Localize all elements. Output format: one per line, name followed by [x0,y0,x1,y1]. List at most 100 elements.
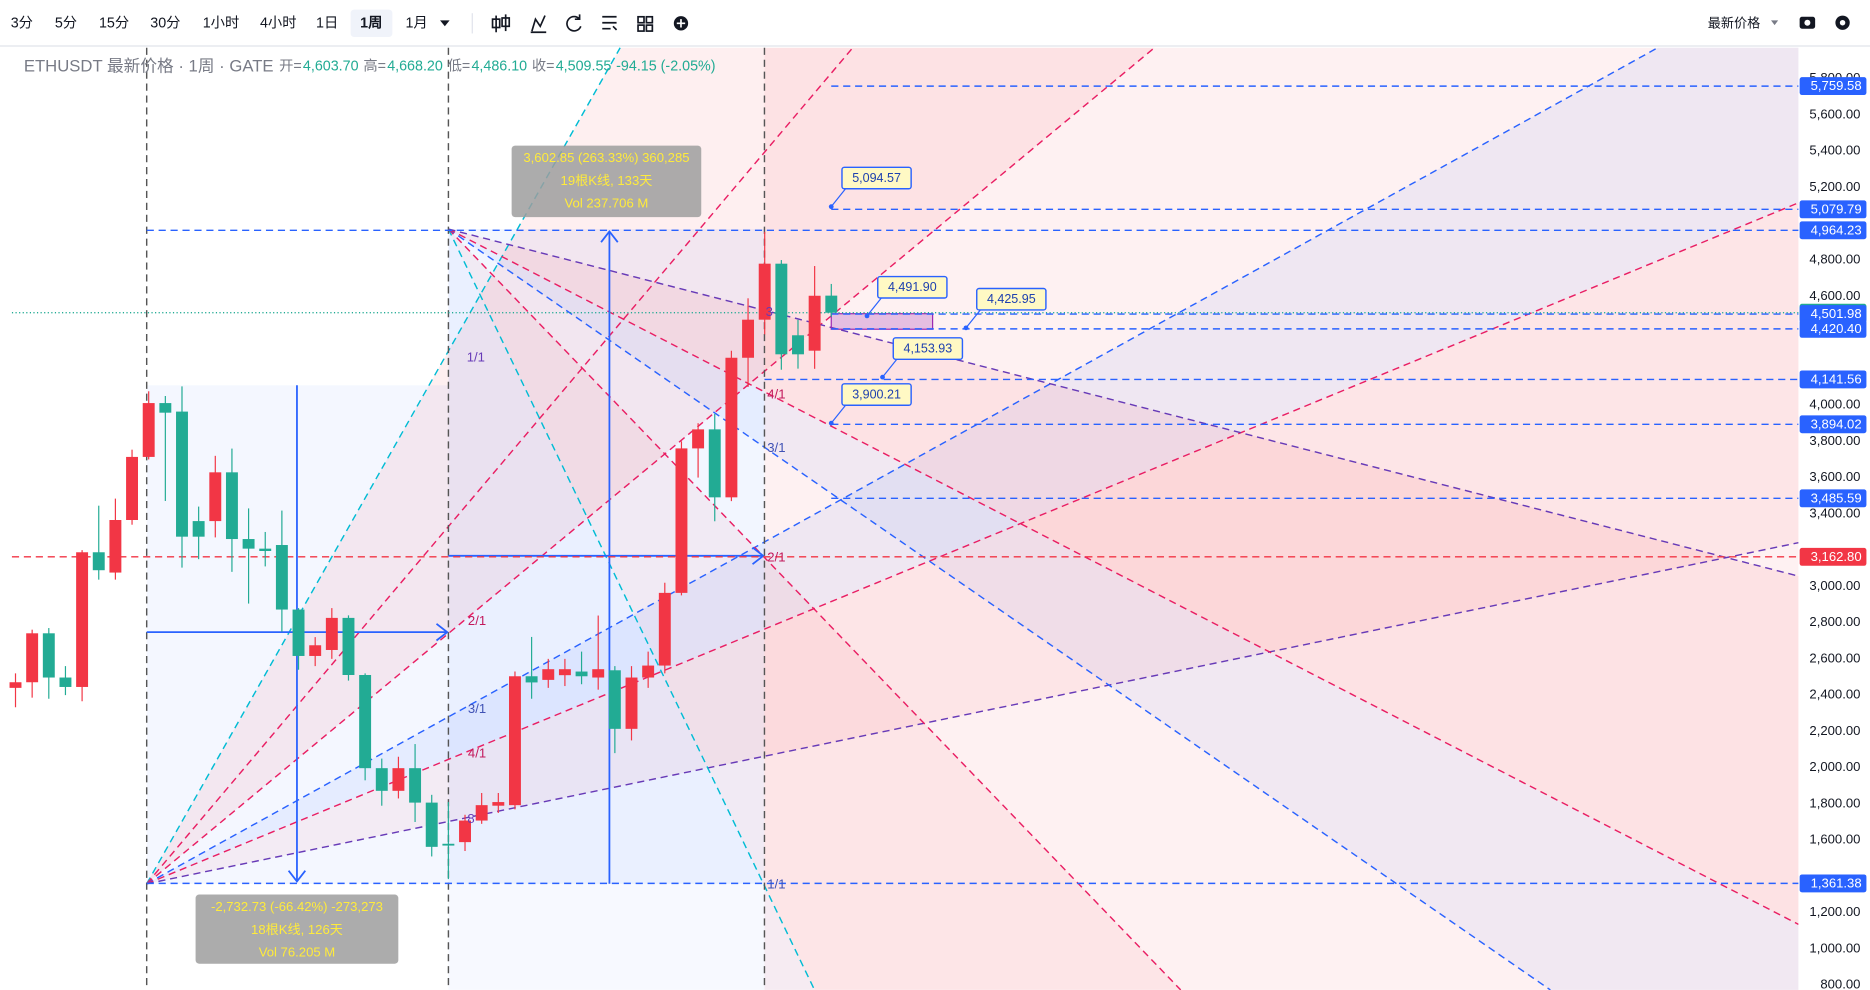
candle-body [825,295,838,313]
price-tag [1799,874,1867,893]
fan-label: 3/1 [767,440,785,455]
price-tag [1799,489,1867,508]
interval-button[interactable]: 30分 [150,15,180,32]
y-tick-label: 2,200.00 [1809,723,1860,738]
candle-body [59,677,72,687]
candle-body [192,521,205,537]
candle-body [325,617,338,650]
measure-text: Vol 237.706 M [565,195,649,210]
add-icon[interactable] [673,16,689,31]
fan-line [448,228,1799,577]
callout-point [880,374,885,380]
y-tick-label: 3,000.00 [1809,578,1860,593]
interval-button[interactable]: 1日 [316,16,338,32]
y-tick-label: 5,600.00 [1809,106,1860,121]
interval-button[interactable]: 1小时 [203,15,240,32]
callout-label: 4,425.95 [987,292,1036,306]
candle-body [309,645,322,656]
candle-body [409,768,422,803]
y-tick-label: 3,400.00 [1809,505,1860,520]
arrow-head [287,870,307,883]
callout-point [828,204,834,210]
price-source[interactable]: 最新价格 [1708,15,1760,30]
y-tick-label: 2,000.00 [1809,759,1860,774]
fan-label: 8 [467,811,474,826]
price-axis-labels: 800.00 1,000.00 1,200.00 1,600.00 1,800.00 2,… [1799,70,1867,990]
price-tag [1799,200,1867,219]
candle-body [608,670,621,729]
candle-body [575,671,588,677]
y-tick-label: 3,600.00 [1809,469,1860,484]
candle-body [742,319,755,358]
measure-box [511,145,702,218]
ohlc-value: 4,668.20 [387,59,443,75]
candle-body [259,548,272,552]
candle-body [642,665,655,678]
fan-line [448,228,1799,925]
camera-icon[interactable] [1799,16,1816,29]
candle-body [542,669,555,680]
price-lines [11,85,1799,885]
callout-label: 3,900.21 [852,387,901,401]
fan-area [448,229,1799,990]
layout-icon[interactable] [637,15,654,32]
y-tick-label: 1,200.00 [1809,904,1860,919]
price-tag-label: 5,079.79 [1811,201,1862,216]
callout-box [892,337,964,360]
arrow-head [600,229,619,243]
price-tag-label: 5,759.58 [1811,78,1862,93]
y-tick-label: 1,600.00 [1809,832,1860,847]
y-tick-label: 2,600.00 [1809,650,1860,665]
price-tag-label: 3,894.02 [1811,416,1862,431]
ohlc-label: 收= [532,58,555,75]
settings-icon[interactable] [1835,15,1850,30]
interval-button[interactable]: 4小时 [260,15,297,32]
candle-body [525,676,538,683]
ohlc-label: 高= [363,58,386,75]
replay-icon[interactable] [566,14,582,32]
callout-box [841,383,912,406]
price-tag [1799,77,1867,96]
ohlc-value: 4,509.55 [556,59,612,75]
callout-pointer [830,188,847,208]
price-tag [1799,221,1867,240]
ohlc-value: 4,486.10 [471,59,527,75]
candle-body [275,545,288,610]
interval-button[interactable]: 1周 [360,15,382,32]
interval-button[interactable]: 5分 [55,15,77,32]
callout-point [828,420,834,426]
callout-point [864,313,870,319]
candle-body [509,676,521,806]
interval-dropdown[interactable] [440,20,450,27]
y-tick-label: 5,200.00 [1809,179,1860,194]
arrow-head [751,546,765,565]
price-tag-label: 1,361.38 [1811,875,1862,890]
price-source-dropdown[interactable] [1771,20,1779,26]
measure-text: -2,732.73 (-66.42%) -273,273 [211,899,383,914]
interval-button[interactable]: 3分 [11,15,33,32]
candle-body [92,552,105,571]
interval-button[interactable]: 1月 [405,16,427,32]
candle-body [775,263,788,355]
candle-body [225,472,238,540]
candle-body [792,335,804,355]
indicators-icon[interactable] [530,15,547,34]
candle-body [708,429,721,498]
price-tag [1799,319,1867,338]
measure-text: 3,602.85 (263.33%) 360,285 [523,150,689,165]
interval-button[interactable]: 15分 [99,15,129,32]
toolbar-bg [0,0,1870,46]
fan-line [447,228,816,990]
ohlc-label: 开= [279,59,302,75]
fan-label: 2/1 [468,613,486,628]
candle-body [392,768,405,791]
candle-type-icon[interactable] [491,14,511,33]
fan-label: 3 [766,304,773,319]
fan-line [447,228,1182,990]
chart-title: ETHUSDT 最新价格 · 1周 · GATE [24,56,274,75]
fan-label: 1/1 [467,349,485,364]
candle-body [725,357,738,498]
alerts-icon[interactable] [602,15,618,31]
y-tick-label: 2,400.00 [1809,687,1860,702]
y-tick-label: 4,600.00 [1809,288,1860,303]
